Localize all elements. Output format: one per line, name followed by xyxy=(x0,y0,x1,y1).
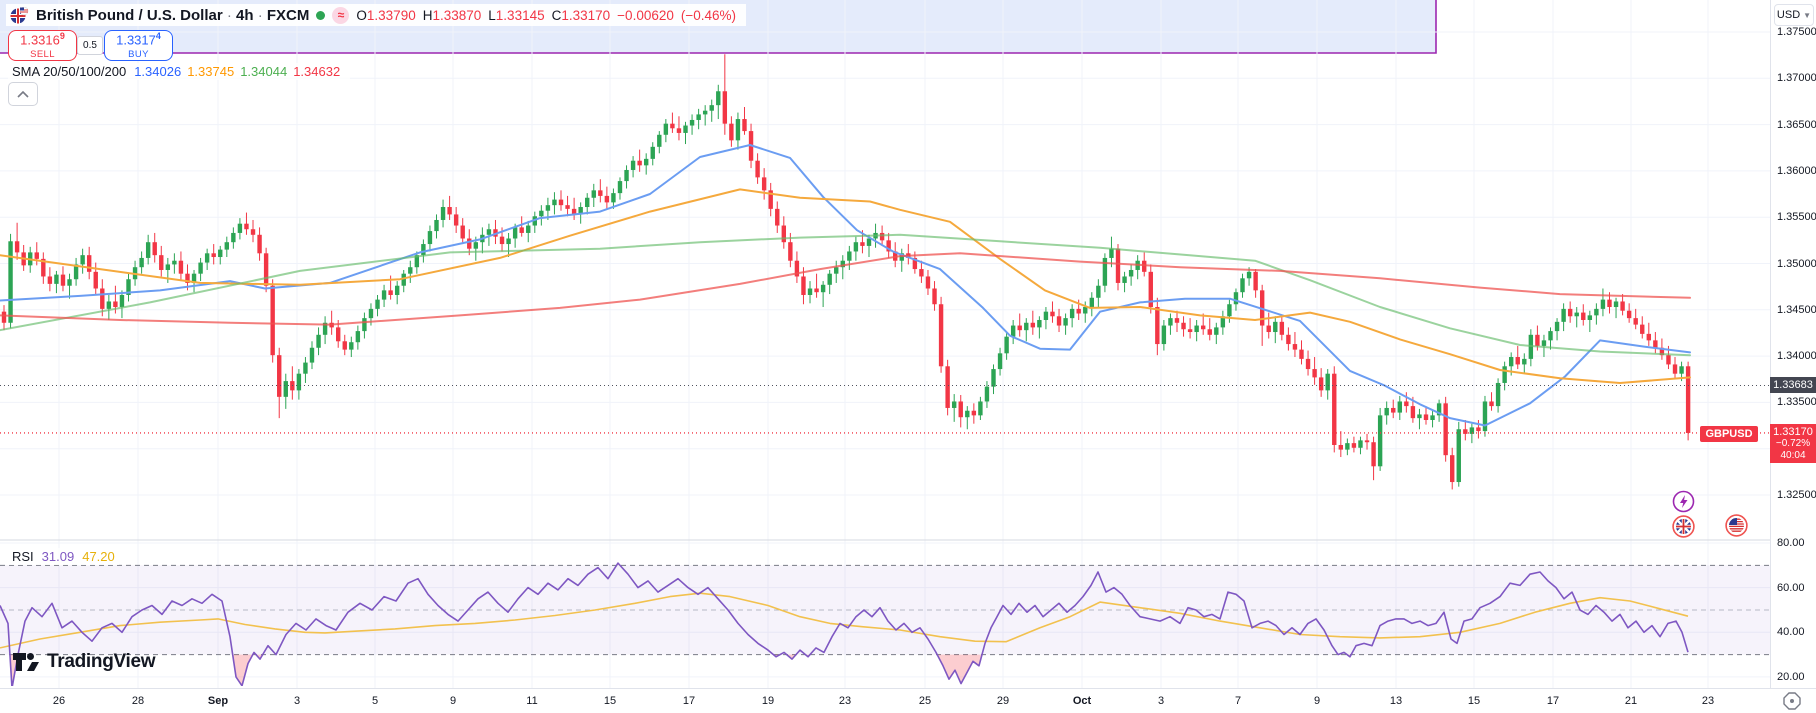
price-tick-label: 1.33500 xyxy=(1777,396,1816,409)
price-tick-label: 1.34000 xyxy=(1777,350,1816,363)
rsi-indicator-legend[interactable]: RSI 31.09 47.20 xyxy=(8,548,119,565)
scales-settings-icon[interactable] xyxy=(1783,692,1801,710)
rsi-tick-label: 80.00 xyxy=(1777,537,1805,549)
currency-dropdown[interactable]: USD ▼ xyxy=(1774,4,1814,26)
bar-countdown: 40:04 xyxy=(1780,449,1806,461)
time-tick-label: 15 xyxy=(603,695,617,707)
rsi-value: 31.09 xyxy=(41,549,75,564)
time-tick-label: 29 xyxy=(996,695,1010,707)
price-tick-label: 1.35000 xyxy=(1777,257,1816,270)
price-tick-label: 1.37000 xyxy=(1777,72,1816,85)
time-tick-label: 15 xyxy=(1467,695,1481,707)
rsi-tick-label: 40.00 xyxy=(1777,626,1805,639)
price-tick-label: 1.35500 xyxy=(1777,211,1816,224)
time-tick-label: 13 xyxy=(1389,695,1403,707)
time-tick-label: Sep xyxy=(207,695,229,707)
exchange-label: FXCM xyxy=(266,6,310,24)
ohlc-values: O1.33790 H1.33870 L1.33145 C1.33170 −0.0… xyxy=(356,7,737,23)
price-tick-label: 1.37500 xyxy=(1777,26,1816,38)
gbpusd-flag-icon xyxy=(10,6,29,23)
price-tick-label: 1.32500 xyxy=(1777,489,1816,501)
market-status-dot-icon[interactable] xyxy=(316,10,326,20)
interval-label: 4h xyxy=(236,6,254,24)
time-tick-label: 9 xyxy=(449,695,457,707)
time-axis[interactable]: 26 28 Sep 3 5 9 11 15 17 19 23 25 29 Oct 3 7 9 13 15 17 21 23 xyxy=(0,688,1816,713)
sma-value: 1.34026 xyxy=(134,64,182,79)
time-tick-label: 28 xyxy=(131,695,145,707)
delayed-data-icon[interactable]: ≈ xyxy=(332,6,350,24)
time-tick-label: 5 xyxy=(371,695,379,707)
time-tick-label: Oct xyxy=(1072,695,1092,707)
sma-value: 1.34632 xyxy=(293,64,341,79)
price-tick-label: 1.34500 xyxy=(1777,303,1816,316)
price-change-percent: −0.72% xyxy=(1775,437,1811,449)
time-tick-label: 11 xyxy=(526,695,538,707)
change-percent: (−0.46%) xyxy=(680,7,737,23)
sma-value: 1.34044 xyxy=(240,64,288,79)
tradingview-logo-text: TradingView xyxy=(47,651,156,672)
tradingview-logo-icon xyxy=(13,653,39,671)
gbp-flag-icon[interactable] xyxy=(1672,515,1695,538)
time-tick-label: 17 xyxy=(1546,695,1560,707)
price-tick-label: 1.36000 xyxy=(1777,164,1816,177)
collapse-indicators-button[interactable] xyxy=(8,82,38,106)
flash-order-icon[interactable] xyxy=(1672,490,1695,513)
symbol-price-tag: GBPUSD xyxy=(1700,426,1758,442)
time-tick-label: 7 xyxy=(1234,695,1242,707)
rsi-tick-label: 20.00 xyxy=(1777,670,1805,683)
time-tick-label: 26 xyxy=(52,695,66,707)
last-close-price-label: 1.33683 xyxy=(1770,377,1816,393)
time-tick-label: 23 xyxy=(1701,695,1715,707)
time-tick-label: 17 xyxy=(682,695,696,707)
tradingview-logo[interactable]: TradingView xyxy=(12,651,156,673)
sma-label: SMA 20/50/100/200 xyxy=(12,64,127,79)
time-tick-label: 21 xyxy=(1624,695,1638,707)
last-price-label: 1.33170 −0.72% 40:04 xyxy=(1770,424,1816,463)
symbol-title[interactable]: British Pound / U.S. Dollar · 4h · FXCM xyxy=(36,6,310,24)
buy-button[interactable]: 1.33174 BUY xyxy=(104,30,173,61)
sma-value: 1.33745 xyxy=(187,64,235,79)
symbol-header: British Pound / U.S. Dollar · 4h · FXCM … xyxy=(6,4,747,26)
time-tick-label: 19 xyxy=(761,695,775,707)
time-tick-label: 25 xyxy=(918,695,932,707)
spread-value: 0.5 xyxy=(77,36,103,55)
chevron-down-icon: ▼ xyxy=(1803,10,1812,20)
change-value: −0.00620 xyxy=(617,7,674,23)
time-tick-label: 3 xyxy=(1157,695,1165,707)
rsi-tick-label: 60.00 xyxy=(1777,581,1805,594)
price-tick-label: 1.36500 xyxy=(1777,118,1816,131)
rsi-ma-value: 47.20 xyxy=(82,549,115,564)
rsi-label: RSI xyxy=(12,549,34,564)
usd-flag-icon[interactable] xyxy=(1725,514,1748,537)
time-tick-label: 3 xyxy=(293,695,301,707)
sma-values: 1.34026 1.33745 1.34044 1.34632 xyxy=(134,64,346,79)
sma-indicator-legend[interactable]: SMA 20/50/100/200 1.34026 1.33745 1.34044 1… xyxy=(8,63,351,80)
time-tick-label: 23 xyxy=(838,695,852,707)
price-axis[interactable]: 1.37500 1.37000 1.36500 1.36000 1.35500 1.350… xyxy=(1770,0,1816,688)
time-tick-label: 9 xyxy=(1313,695,1321,707)
sell-button[interactable]: 1.33169 SELL xyxy=(8,30,77,61)
